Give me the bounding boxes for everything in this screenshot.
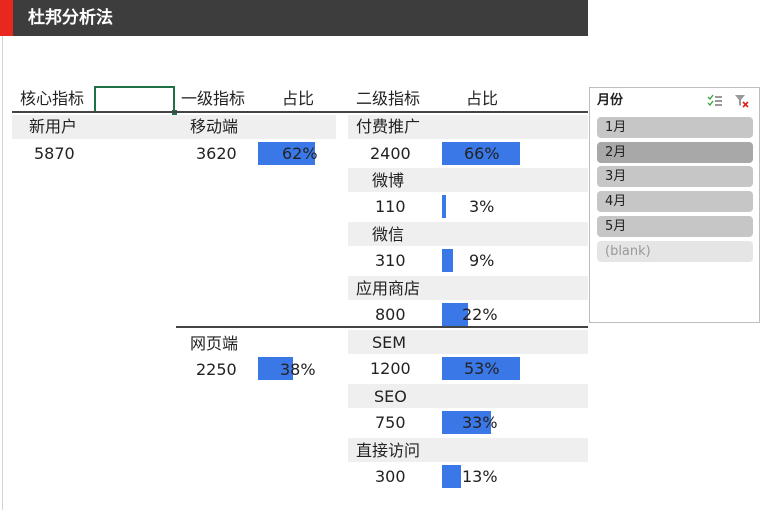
slicer-item-feb[interactable]: 2月 <box>597 142 753 163</box>
sheet-gridline <box>2 36 3 510</box>
level1-ratio-bar <box>258 357 293 380</box>
level2-ratio-bar <box>442 303 468 326</box>
level2-value: 2400 <box>370 144 411 163</box>
header-underline <box>12 111 588 113</box>
level2-label-band <box>348 384 588 408</box>
slicer-item-blank[interactable]: (blank) <box>597 241 753 262</box>
level2-ratio-bar <box>442 465 461 488</box>
level2-value: 110 <box>375 197 406 216</box>
header-level2: 二级指标 <box>356 89 421 108</box>
level1-ratio-text: 62% <box>282 144 318 163</box>
level2-ratio-bar <box>442 249 453 272</box>
level2-value: 310 <box>375 251 406 270</box>
level2-ratio-text: 9% <box>469 251 495 270</box>
level2-ratio-text: 66% <box>464 144 500 163</box>
title-accent <box>0 0 13 36</box>
level2-label: 微博 <box>372 171 405 190</box>
group-separator <box>176 326 588 328</box>
header-core: 核心指标 <box>20 89 85 108</box>
level2-value: 800 <box>375 305 406 324</box>
level2-ratio-bar <box>442 411 491 434</box>
level2-label: 直接访问 <box>356 441 421 460</box>
level2-label: 付费推广 <box>356 117 421 136</box>
level2-label: 微信 <box>372 225 405 244</box>
level2-label-band <box>348 168 588 192</box>
selected-cell[interactable] <box>94 86 175 113</box>
level2-ratio-bar <box>442 357 520 380</box>
level2-label: SEM <box>372 333 407 352</box>
slicer-item-may[interactable]: 5月 <box>597 216 753 237</box>
core-value: 5870 <box>34 144 75 163</box>
level2-ratio-bar <box>442 195 446 218</box>
header-ratio2: 占比 <box>466 89 499 108</box>
level2-ratio-text: 13% <box>462 467 498 486</box>
header-ratio1: 占比 <box>282 89 315 108</box>
level1-value: 2250 <box>196 360 237 379</box>
multi-select-icon[interactable] <box>707 94 723 108</box>
title-bar <box>0 0 588 36</box>
level1-label: 移动端 <box>190 117 239 136</box>
core-label-band <box>12 115 176 139</box>
level2-label-band <box>348 330 588 354</box>
level2-ratio-text: 53% <box>464 359 500 378</box>
level1-label-band <box>176 115 336 139</box>
level2-ratio-text: 22% <box>462 305 498 324</box>
slicer-item-apr[interactable]: 4月 <box>597 191 753 212</box>
level2-ratio-text: 3% <box>469 197 495 216</box>
level2-value: 1200 <box>370 359 411 378</box>
level2-label: SEO <box>374 387 407 406</box>
level2-ratio-text: 33% <box>462 413 498 432</box>
level1-label-band <box>176 331 336 355</box>
level2-label-band <box>348 222 588 246</box>
level2-value: 750 <box>375 413 406 432</box>
slicer-title: 月份 <box>597 93 624 108</box>
slicer-item-jan[interactable]: 1月 <box>597 117 753 138</box>
level2-ratio-bar <box>442 142 520 165</box>
page-title: 杜邦分析法 <box>28 8 113 28</box>
level2-label-band <box>348 276 588 300</box>
header-level1: 一级指标 <box>181 89 246 108</box>
core-label: 新用户 <box>29 117 78 136</box>
clear-filter-icon[interactable] <box>734 94 750 108</box>
level1-ratio-bar <box>258 142 315 165</box>
level1-ratio-text: 38% <box>280 360 316 379</box>
level1-value: 3620 <box>196 144 237 163</box>
level2-label: 应用商店 <box>356 279 421 298</box>
level2-label-band <box>348 115 588 139</box>
level2-label-band <box>348 438 588 462</box>
level1-label: 网页端 <box>190 334 239 353</box>
level2-value: 300 <box>375 467 406 486</box>
slicer-item-mar[interactable]: 3月 <box>597 166 753 187</box>
